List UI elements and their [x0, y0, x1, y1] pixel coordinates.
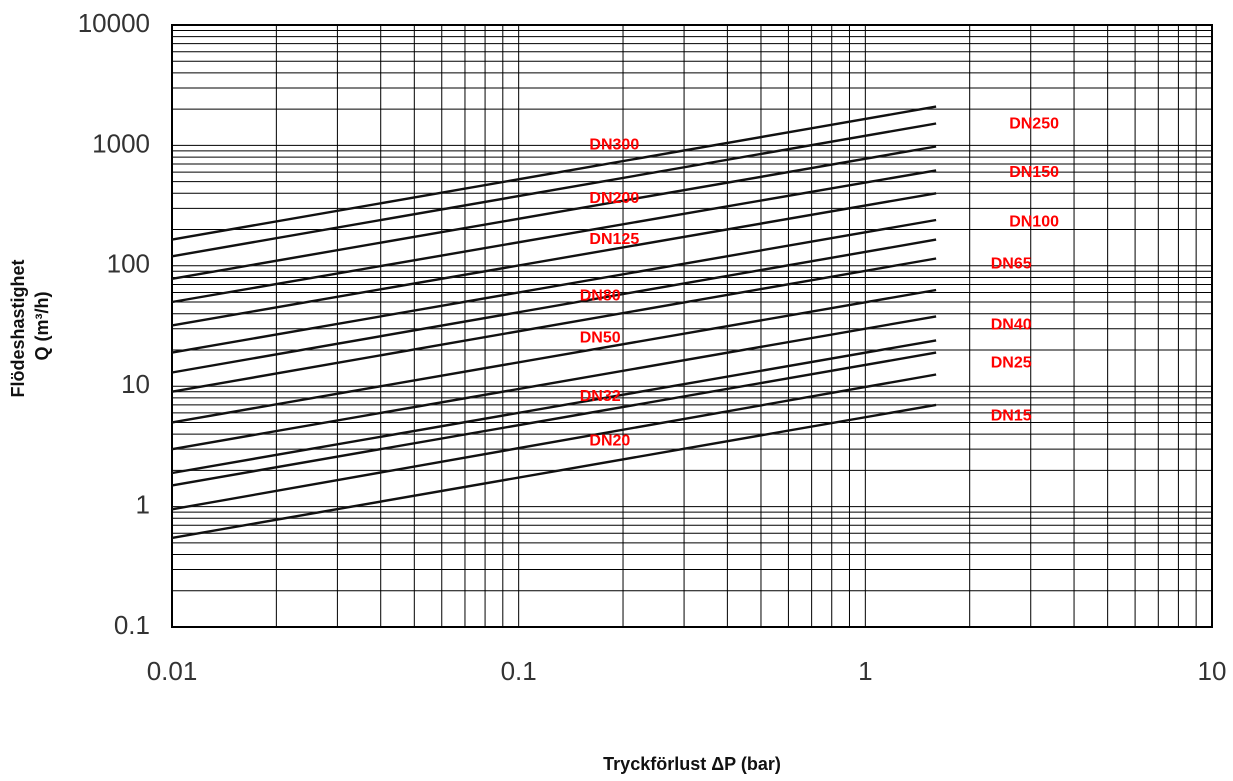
series-label-dn200: DN200	[589, 190, 639, 207]
x-tick-label: 0.1	[501, 656, 537, 686]
x-tick-label: 0.01	[147, 656, 198, 686]
y-axis-title-line2: Q (m³/h)	[32, 292, 52, 361]
x-tick-labels: 0.01 0.1 1 10	[147, 656, 1227, 686]
series-line-dn65	[171, 257, 937, 393]
series-line-dn100	[171, 218, 937, 354]
series-label-dn125: DN125	[589, 231, 639, 248]
series-label-dn32: DN32	[580, 388, 621, 405]
series-labels: DN300 DN200 DN125 DN80 DN50 DN32 DN20 DN250 DN15…	[580, 115, 1059, 449]
series-line-dn300	[171, 105, 937, 241]
x-tick-label: 10	[1198, 656, 1227, 686]
y-tick-label: 1	[136, 489, 150, 519]
series-label-dn300: DN300	[589, 137, 639, 154]
series-label-dn150: DN150	[1009, 164, 1059, 181]
series-line-dn200	[171, 145, 937, 280]
y-tick-labels: 0.1 1 10 100 1000 10000	[78, 8, 150, 640]
chart-series	[171, 105, 937, 540]
series-line-dn80	[171, 238, 937, 374]
series-line-dn20	[171, 373, 937, 511]
plot-frame	[171, 24, 1213, 628]
series-line-dn32	[171, 339, 937, 475]
series-label-dn80: DN80	[580, 287, 621, 304]
series-label-dn65: DN65	[991, 255, 1032, 272]
y-axis-title-line1: Flödeshastighet	[8, 259, 28, 397]
y-tick-label: 10000	[78, 8, 150, 38]
x-axis-title: Tryckförlust ΔP (bar)	[603, 754, 781, 774]
y-tick-label: 10	[121, 369, 150, 399]
y-tick-label: 1000	[92, 128, 150, 158]
series-line-dn15	[171, 403, 937, 540]
series-label-dn100: DN100	[1009, 213, 1059, 230]
series-label-dn40: DN40	[991, 317, 1032, 334]
series-label-dn50: DN50	[580, 330, 621, 347]
series-label-dn15: DN15	[991, 408, 1032, 425]
series-line-dn40	[171, 315, 937, 451]
y-tick-label: 0.1	[114, 610, 150, 640]
series-label-dn20: DN20	[589, 432, 630, 449]
series-line-dn125	[171, 192, 937, 327]
series-label-dn250: DN250	[1009, 115, 1059, 132]
series-line-dn150	[171, 169, 937, 304]
series-line-dn250	[171, 122, 937, 258]
y-tick-label: 100	[107, 249, 150, 279]
series-line-dn50	[171, 288, 937, 424]
y-axis-title: Flödeshastighet Q (m³/h)	[8, 254, 52, 397]
series-line-dn25	[171, 351, 937, 487]
series-label-dn25: DN25	[991, 355, 1032, 372]
x-tick-label: 1	[858, 656, 872, 686]
